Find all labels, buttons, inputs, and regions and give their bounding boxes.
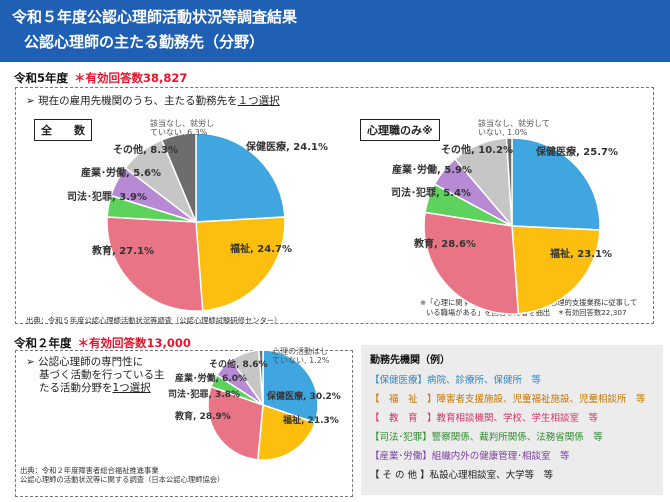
header-banner: 令和５年度公認心理師活動状況等調査結果 公認心理師の主たる勤務先（分野）: [0, 0, 670, 62]
pie-data-label: 教育, 28.9%: [174, 410, 231, 422]
badge-psych-only: 心理職のみ※: [360, 119, 440, 141]
badge-all: 全 数: [34, 119, 92, 141]
r5-question: ➢ 現在の雇用先機関のうち、主たる勤務先を１つ選択: [26, 95, 280, 108]
pie-slice: [511, 137, 601, 231]
arrow-icon: ➢: [26, 356, 35, 368]
example-row: 【 福 祉 】障害者支援施設、児童福祉施設、児童相談所 等: [370, 391, 646, 405]
pie-data-label: 保健医療, 30.2%: [266, 390, 341, 402]
r5-year: 令和5年度: [14, 71, 69, 85]
example-row: 【司法･犯罪】警察関係、裁判所関係、法務省関係 等: [370, 429, 603, 443]
pie-data-label: 産業･労働, 6.0%: [175, 372, 247, 384]
example-category: 【産業･労働】: [370, 451, 432, 462]
pie-data-label: 産業･労働, 5.6%: [81, 166, 161, 179]
example-row: 【 そ の 他 】私設心理相談室、大学等 等: [370, 467, 553, 481]
pie-data-label: 司法･犯罪, 5.4%: [391, 186, 471, 199]
examples-title: 勤務先機関（例）: [370, 355, 450, 366]
example-text: 組織内外の健康管理･相談室 等: [431, 451, 570, 462]
example-category: 【 福 祉 】: [370, 394, 437, 405]
pie-slice: [258, 349, 264, 406]
pie-slice: [511, 225, 601, 315]
r5-question-underlined: １つ選択: [237, 95, 280, 107]
r5-question-text: 現在の雇用先機関のうち、主たる勤務先を: [38, 95, 238, 107]
r2-question: ➢ 公認心理師の専門性に 基づく活動を行っている主 たる活動分野を1つ選択: [26, 356, 164, 395]
pie-slice: [505, 137, 513, 227]
r2-frame: [15, 350, 353, 497]
pie-data-label: 福祉, 24.7%: [229, 242, 292, 255]
pie-slice: [160, 132, 197, 223]
pie-data-label: 産業･労働, 5.9%: [392, 163, 472, 176]
pie-data-label: その他, 8.6%: [209, 358, 268, 370]
pie-chart-3: [207, 349, 319, 461]
r2-question-line1: 公認心理師の専門性に: [38, 356, 144, 368]
pie-slice: [195, 216, 286, 312]
r2-year-heading: 令和２年度 ＊有効回答数13,000: [14, 335, 191, 351]
pie-slice: [207, 385, 264, 461]
r2-source-line2: 公認心理師の活動状況等に関する調査（日本公認心理師協会）: [20, 475, 225, 484]
r2-source: 出典：令和２年度障害者総合福祉推進事業 公認心理師の活動状況等に関する調査（日本…: [20, 466, 224, 484]
example-text: 私設心理相談室、大学等 等: [429, 470, 554, 481]
arrow-icon: ➢: [26, 95, 35, 107]
r5-year-heading: 令和5年度 ＊有効回答数38,827: [14, 70, 187, 86]
pie-slice: [423, 211, 520, 315]
page-subtitle: 公認心理師の主たる勤務先（分野）: [24, 33, 265, 51]
pie-slice: [195, 132, 286, 223]
pie-data-label: 教育, 28.6%: [413, 237, 476, 250]
example-row: 【 教 育 】教育相談機関、学校、学生相談室 等: [370, 410, 598, 424]
pie-data-label: 司法･犯罪, 3.9%: [67, 190, 147, 203]
r5-count: ＊有効回答数38,827: [74, 71, 188, 85]
pie-data-label: 心理の活動はしていない, 1.2%: [272, 346, 330, 365]
example-row: 【産業･労働】組織内外の健康管理･相談室 等: [370, 448, 570, 462]
example-text: 障害者支援施設、児童福祉施設、児童相談所 等: [436, 394, 646, 405]
example-text: 警察関係、裁判所関係、法務省関係 等: [431, 432, 603, 443]
example-text: 教育相談機関、学校、学生相談室 等: [436, 413, 599, 424]
example-row: 【保健医療】病院、診療所、保健所 等: [370, 372, 541, 386]
r2-question-line2: 基づく活動を行っている主: [39, 369, 165, 381]
pie-data-label: 該当なし、就労していない, 6.3%: [150, 118, 214, 137]
r5-frame: [15, 87, 654, 324]
example-text: 病院、診療所、保健所 等: [427, 375, 542, 386]
r2-question-line3: たる活動分野を: [39, 382, 113, 394]
r5-source: 出典：令和５年度公認心理師活動状況等調査（公認心理師試験研修センター）: [26, 316, 282, 325]
pie-data-label: その他, 10.2%: [441, 143, 513, 156]
r2-question-underlined: 1つ選択: [112, 382, 151, 394]
pie-data-label: 該当なし、就労していない, 1.0%: [478, 118, 550, 137]
example-category: 【 教 育 】: [370, 413, 437, 424]
pie-slice: [106, 216, 204, 312]
example-category: 【保健医療】: [370, 375, 428, 386]
r2-source-line1: 出典：令和２年度障害者総合福祉推進事業: [20, 466, 159, 475]
pie-slice: [262, 349, 319, 424]
pie-data-label: 保健医療, 25.7%: [535, 145, 618, 158]
examples-panel: 勤務先機関（例） 【保健医療】病院、診療所、保健所 等【 福 祉 】障害者支援施…: [361, 345, 663, 495]
pie-data-label: 教育, 27.1%: [91, 244, 154, 257]
r2-count: ＊有効回答数13,000: [77, 336, 191, 350]
pie-data-label: 福祉, 23.1%: [549, 247, 612, 260]
pie-data-label: 福祉, 21.3%: [282, 414, 339, 426]
example-category: 【司法･犯罪】: [370, 432, 432, 443]
pie-slice: [257, 403, 317, 461]
r2-year: 令和２年度: [14, 336, 72, 350]
example-category: 【 そ の 他 】: [370, 470, 430, 481]
pie-data-label: 保健医療, 24.1%: [245, 140, 328, 153]
page-title: 令和５年度公認心理師活動状況等調査結果: [12, 8, 298, 26]
pie-data-label: 司法･犯罪, 3.8%: [168, 388, 240, 400]
pie-data-label: その他, 8.3%: [113, 143, 178, 156]
pie-chart-1: [106, 132, 286, 312]
pie-chart-2: [423, 137, 601, 315]
